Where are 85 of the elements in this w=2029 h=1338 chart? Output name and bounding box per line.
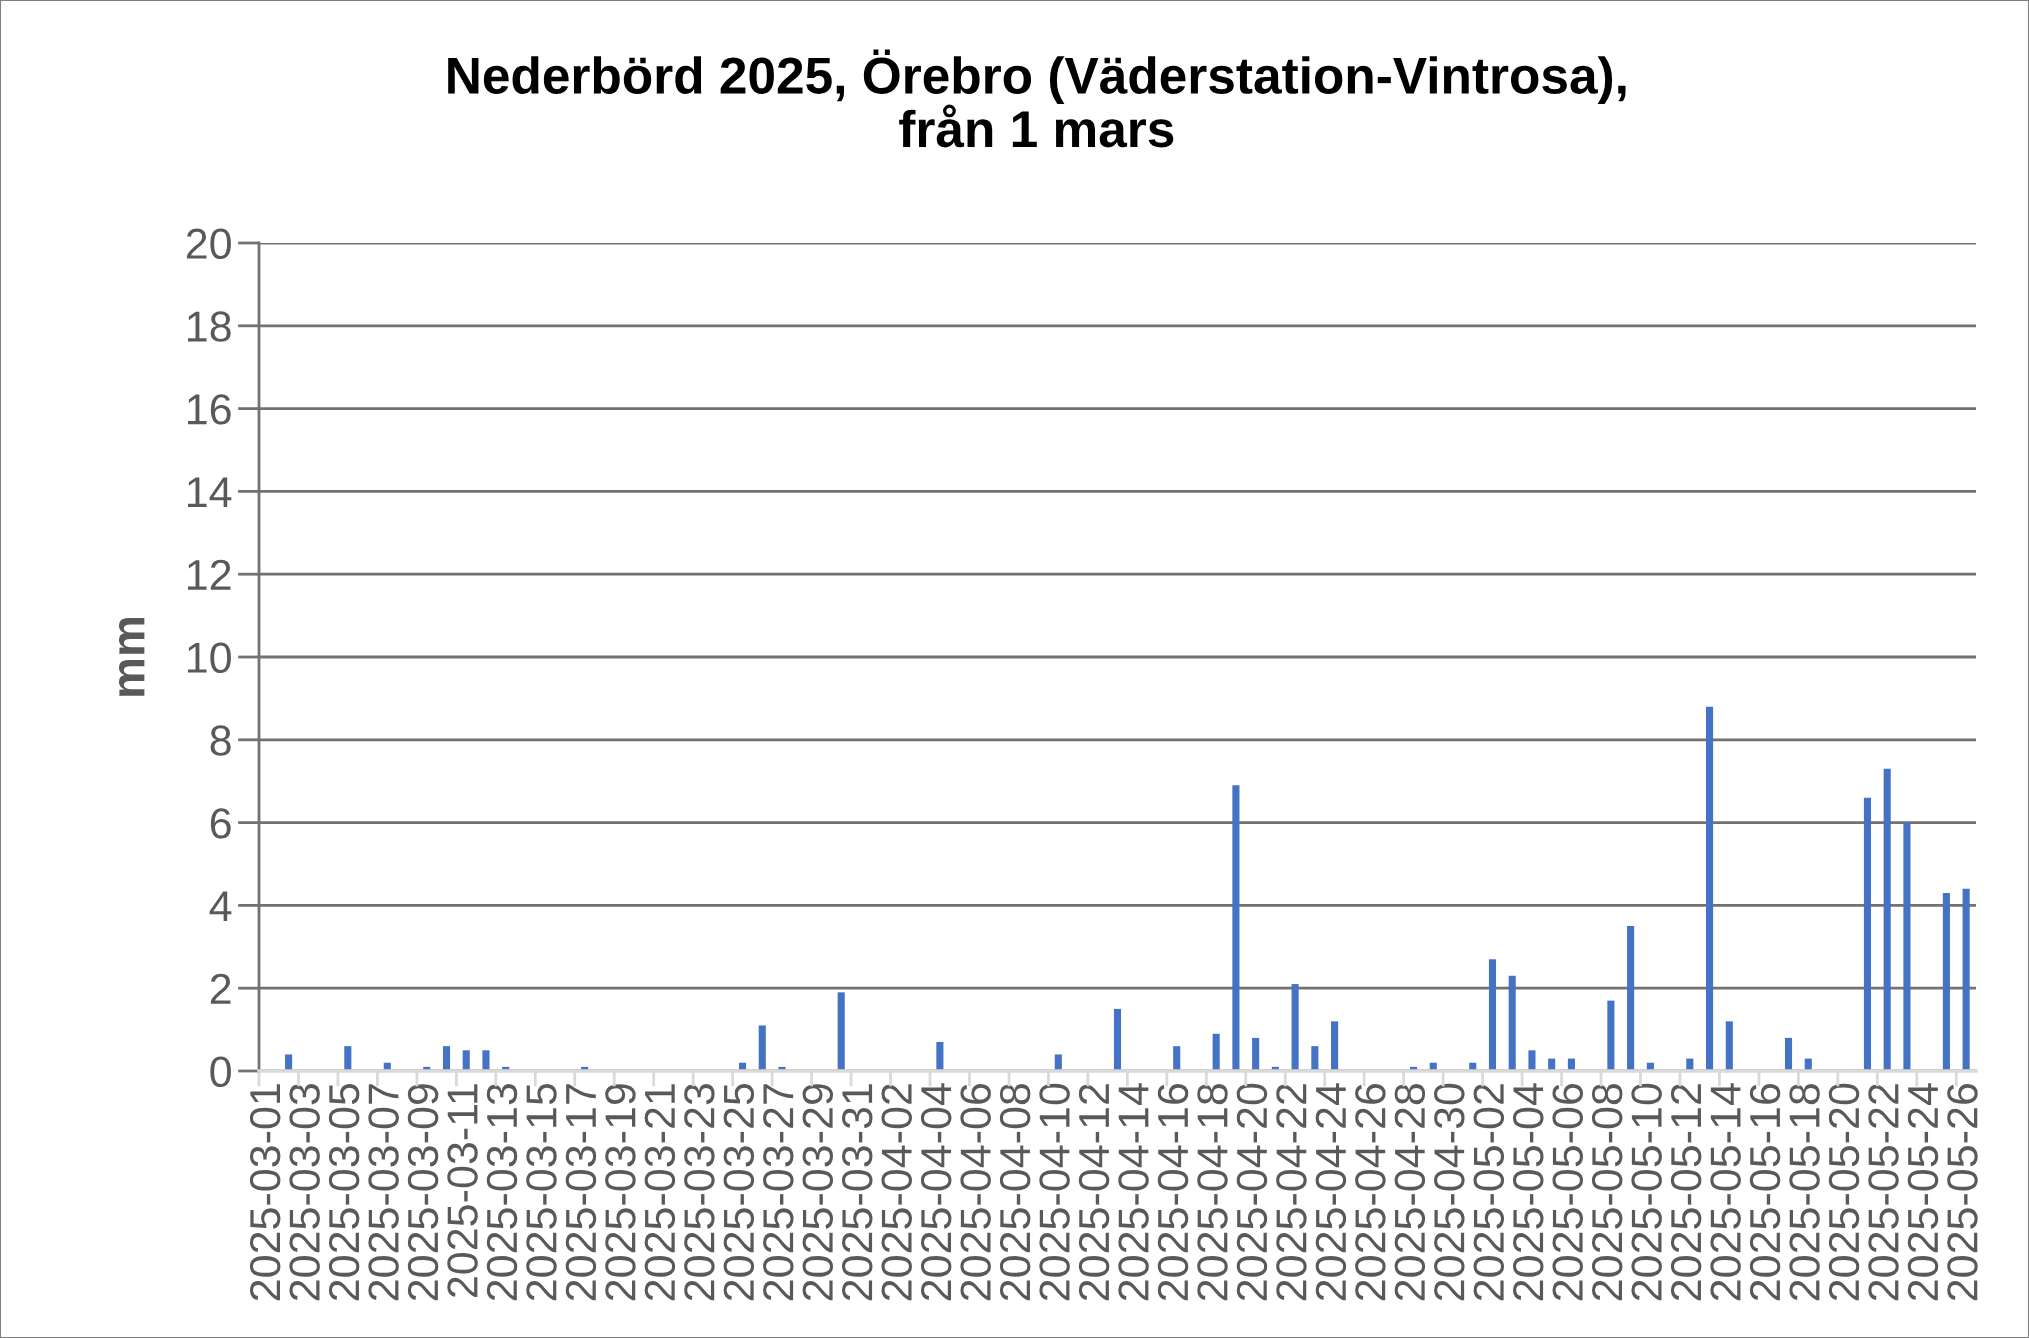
bar [1232, 785, 1240, 1071]
x-tick-label: 2025-04-20 [1236, 1083, 1268, 1301]
bar [1883, 768, 1891, 1071]
bar [344, 1046, 352, 1071]
x-tick-label: 2025-03-17 [565, 1084, 597, 1301]
bar [1311, 1046, 1319, 1071]
x-tick-label: 2025-04-08 [999, 1083, 1031, 1301]
x-tick-label: 2025-04-24 [1315, 1083, 1347, 1301]
x-tick-label: 2025-03-25 [723, 1083, 755, 1301]
y-tick-label: 20 [186, 228, 231, 260]
x-tick-label: 2025-04-02 [881, 1084, 912, 1301]
x-tick-label: 2025-05-22 [1868, 1084, 1899, 1301]
x-tick-label: 2025-04-06 [960, 1083, 991, 1301]
bar [1942, 892, 1950, 1071]
bar [1291, 984, 1299, 1071]
x-tick-label: 2025-03-13 [486, 1083, 518, 1301]
x-tick-label: 2025-04-26 [1355, 1083, 1386, 1301]
bar [1784, 1037, 1793, 1071]
bar [837, 992, 845, 1071]
x-tick-label: 2025-04-14 [1118, 1083, 1149, 1301]
x-tick-label: 2025-04-28 [1394, 1083, 1426, 1301]
bar [1331, 1021, 1339, 1071]
x-tick-label: 2025-03-31 [842, 1084, 873, 1301]
x-tick-label: 2025-04-30 [1434, 1083, 1465, 1301]
x-tick-label: 2025-03-05 [328, 1083, 360, 1301]
y-tick-label: 16 [188, 394, 231, 425]
x-tick-label: 2025-04-16 [1157, 1083, 1189, 1301]
x-tick-label: 2025-03-23 [684, 1083, 715, 1301]
x-tick-label: 2025-05-18 [1789, 1083, 1820, 1301]
x-tick-label: 2025-03-01 [249, 1084, 281, 1301]
x-tick-label: 2025-05-12 [1670, 1084, 1702, 1301]
x-tick-label: 2025-03-09 [407, 1084, 439, 1301]
x-tick-label: 2025-03-27 [763, 1084, 794, 1301]
x-tick-label: 2025-04-10 [1039, 1083, 1070, 1301]
bar [1508, 975, 1516, 1071]
bar [758, 1025, 766, 1071]
x-tick-label: 2025-05-14 [1710, 1083, 1741, 1301]
x-tick-label: 2025-03-07 [368, 1084, 399, 1301]
y-tick-label: 14 [188, 477, 232, 507]
bar [1962, 888, 1970, 1071]
chart-title: Nederbörd 2025, Örebro (Väderstation-Vintrosa), från 1 mars [448, 49, 1626, 148]
x-tick-label: 2025-05-04 [1513, 1083, 1544, 1301]
x-tick-label: 2025-03-11 [447, 1084, 478, 1297]
bar [1252, 1037, 1260, 1071]
bar [1903, 822, 1911, 1071]
bar [442, 1046, 451, 1071]
x-tick-label: 2025-03-03 [289, 1083, 320, 1301]
bar [936, 1042, 944, 1071]
x-tick-label: 2025-05-06 [1552, 1083, 1583, 1301]
bar [1488, 959, 1497, 1071]
x-tick-label: 2025-05-08 [1591, 1083, 1623, 1301]
x-tick-label: 2025-05-20 [1828, 1083, 1860, 1301]
bar [482, 1050, 490, 1071]
bar [1706, 706, 1714, 1071]
y-tick-label: 0 [210, 1056, 231, 1088]
x-tick-label: 2025-03-19 [605, 1084, 636, 1301]
y-tick-label: 8 [210, 725, 231, 756]
x-tick-label: 2025-03-29 [802, 1084, 834, 1301]
x-tick-label: 2025-05-24 [1907, 1083, 1939, 1301]
x-tick-label: 2025-04-22 [1276, 1084, 1307, 1301]
bar [1627, 926, 1635, 1071]
x-tick-label: 2025-04-04 [920, 1083, 952, 1301]
y-tick-label: 2 [210, 973, 231, 1004]
x-tick-label: 2025-03-21 [644, 1084, 676, 1301]
x-tick-label: 2025-04-12 [1078, 1084, 1110, 1301]
bar [1212, 1033, 1220, 1071]
bar [1113, 1008, 1122, 1071]
y-tick-label: 12 [188, 559, 231, 590]
x-tick-label: 2025-05-16 [1749, 1083, 1781, 1301]
bar [462, 1050, 470, 1071]
y-tick-label: 10 [188, 642, 231, 674]
bar [1863, 797, 1872, 1071]
y-axis-title: mm [118, 617, 145, 696]
bar [1607, 1000, 1615, 1071]
x-tick-label: 2025-03-15 [526, 1083, 557, 1301]
bar [1528, 1050, 1536, 1071]
x-tick-label: 2025-05-02 [1473, 1084, 1505, 1301]
bar [1725, 1021, 1733, 1071]
x-tick-label: 2025-05-26 [1947, 1083, 1978, 1301]
y-tick-label: 6 [210, 808, 231, 839]
x-tick-label: 2025-05-10 [1631, 1083, 1662, 1301]
x-tick-label: 2025-04-18 [1197, 1083, 1228, 1301]
y-tick-label: 4 [209, 891, 232, 921]
y-tick-label: 18 [188, 311, 231, 342]
bar [1173, 1046, 1181, 1071]
